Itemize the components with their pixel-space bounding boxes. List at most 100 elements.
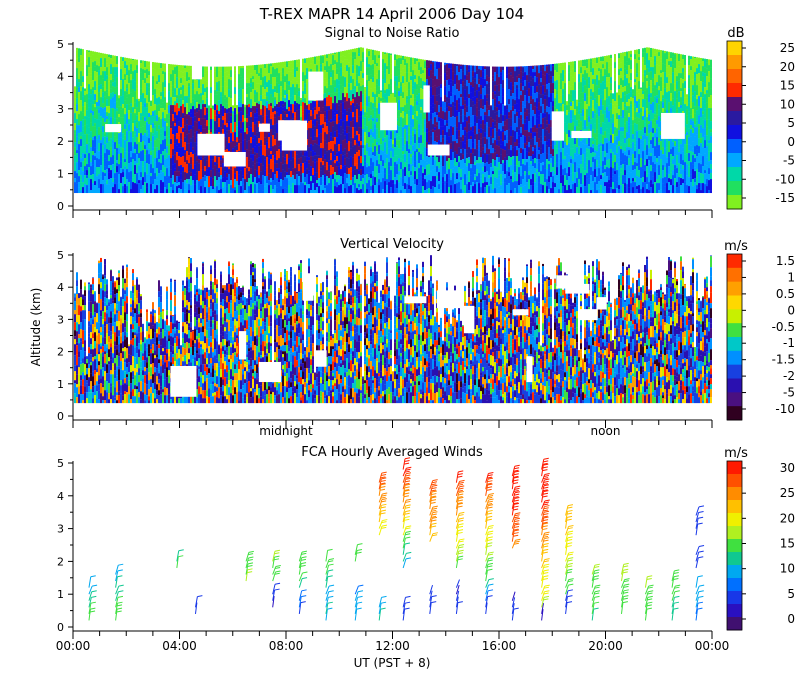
colorbar-swatch	[727, 578, 742, 592]
wind-barb	[541, 473, 550, 483]
wind-barb	[402, 477, 411, 490]
wind-barb	[88, 607, 96, 621]
wind-barb	[354, 601, 363, 614]
y-tick-label: 3	[57, 313, 64, 326]
colorbar-label: -1	[783, 336, 795, 350]
wind-barb	[695, 601, 704, 614]
wind-barb	[565, 568, 573, 582]
wind-barb	[644, 607, 652, 621]
wind-barb	[541, 548, 549, 562]
panel-2: Vertical Velocity 0 1 2 3 4 5 midnight noon m/s 1.…	[57, 237, 795, 438]
colorbar-swatch	[727, 97, 742, 112]
x-tick-label: 04:00	[162, 639, 197, 653]
wind-barb	[485, 551, 494, 562]
wind-barb	[541, 490, 549, 503]
wind-barb	[115, 584, 124, 595]
y-tick-label: 5	[57, 457, 64, 470]
wind-profile	[402, 457, 412, 621]
wind-barb	[325, 607, 333, 621]
wind-barb	[511, 607, 519, 621]
wind-barb	[115, 575, 123, 588]
wind-barb	[429, 496, 437, 509]
wind-barb	[245, 562, 254, 575]
y-tick-label: 2	[57, 555, 64, 568]
wind-barb	[485, 589, 494, 601]
wind-barb	[591, 563, 600, 575]
wind-barb	[565, 562, 573, 575]
colorbar-swatch	[727, 295, 742, 310]
colorbar-units: m/s	[724, 446, 748, 461]
wind-barb	[485, 509, 493, 523]
wind-barb	[378, 483, 386, 496]
wind-profile	[176, 549, 184, 569]
wind-barb	[402, 466, 412, 477]
wind-barb	[541, 484, 549, 496]
wind-barb	[378, 509, 387, 523]
colorbar-swatch	[727, 591, 742, 605]
colorbar-frame	[726, 253, 743, 421]
wind-barb	[511, 464, 520, 477]
x-tick-label: 16:00	[482, 639, 517, 653]
wind-barb	[485, 477, 494, 490]
wind-barb	[272, 555, 280, 569]
wind-barb	[429, 484, 438, 496]
wind-barb	[402, 536, 411, 549]
wind-barb	[325, 584, 335, 595]
colorbar-swatch	[727, 83, 742, 98]
wind-barb	[541, 590, 550, 601]
wind-barb	[541, 609, 544, 621]
wind-profile	[429, 479, 438, 614]
wind-barb	[620, 601, 629, 614]
wind-barb	[455, 496, 464, 510]
wind-barb	[541, 603, 544, 614]
wind-barb	[695, 545, 705, 556]
wind-barb	[541, 531, 550, 542]
wind-barb	[455, 529, 464, 542]
wind-barb	[325, 590, 334, 601]
wind-barb	[429, 601, 437, 614]
colorbar-swatch	[727, 526, 742, 540]
wind-barb	[644, 595, 653, 608]
wind-barb	[378, 601, 387, 614]
wind-barb	[402, 472, 412, 483]
colorbar-swatch	[727, 181, 742, 196]
colorbar-swatch	[727, 392, 742, 407]
colorbar-swatch	[727, 617, 742, 631]
wind-barb	[565, 551, 574, 562]
wind-barb	[485, 562, 494, 575]
wind-profile	[541, 457, 550, 621]
wind-barb	[695, 575, 703, 588]
wind-barb	[591, 590, 601, 601]
wind-barb	[591, 584, 601, 595]
wind-barb	[644, 590, 654, 601]
wind-barb	[402, 525, 412, 536]
colorbar: m/s 30 25 20 15 10 5 0	[724, 446, 795, 631]
plot-area	[74, 47, 712, 194]
wind-barb	[455, 544, 465, 555]
colorbar-label: 10	[780, 562, 795, 576]
wind-barb	[298, 562, 307, 575]
wind-barb	[354, 584, 364, 595]
colorbar-swatch	[727, 350, 742, 366]
wind-barb	[455, 579, 460, 588]
colorbar-swatch	[727, 41, 742, 56]
wind-barb	[620, 595, 629, 608]
wind-barb	[565, 504, 574, 516]
wind-barb	[485, 568, 493, 582]
wind-barb	[378, 477, 387, 490]
wind-barb	[378, 524, 388, 536]
colorbar-label: 5	[787, 116, 795, 130]
wind-barb	[378, 492, 388, 503]
wind-barb	[298, 577, 308, 588]
wind-profile	[565, 504, 574, 614]
wind-barb	[511, 517, 521, 529]
colorbar-label: 15	[780, 537, 795, 551]
wind-barb	[644, 575, 653, 588]
wind-barb	[695, 510, 704, 523]
wind-barb	[402, 601, 411, 614]
colorbar-label: 0	[787, 612, 795, 626]
wind-barb	[485, 515, 493, 529]
wind-barb	[402, 530, 411, 542]
colorbar-label: 0	[787, 135, 795, 149]
wind-barb	[485, 492, 494, 503]
